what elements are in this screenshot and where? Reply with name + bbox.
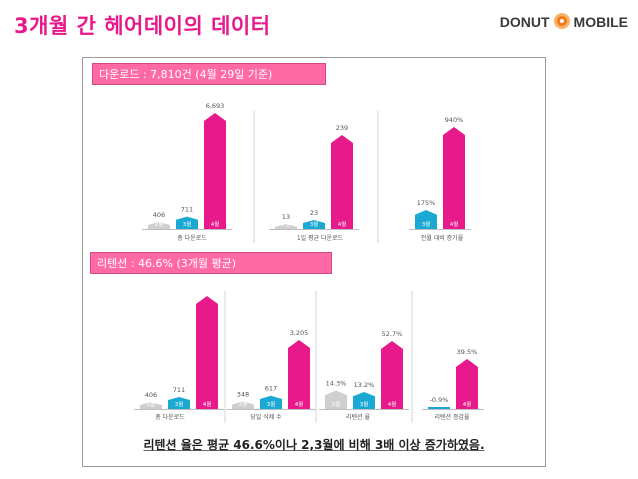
chart-value-label: 406 — [145, 391, 157, 399]
chart-category-label: 2월 — [332, 400, 341, 408]
chart-category-label: 4월 — [338, 220, 347, 228]
chart-category-label: 4월 — [295, 400, 304, 408]
chart-value-label: 175% — [417, 199, 436, 207]
chart-bar — [204, 113, 226, 229]
retention-summary-label: 리텐션 : 46.6% (3개월 평균) — [90, 252, 332, 274]
download-summary-label: 다운로드 : 7,810건 (4월 29일 기준) — [92, 63, 326, 85]
chart-value-label: 6,693 — [206, 102, 225, 110]
chart-bar — [353, 391, 375, 409]
chart-title: 총 다운로드 — [155, 413, 185, 421]
chart-bar — [331, 135, 353, 229]
chart-bar — [443, 127, 465, 229]
chart-value-label: 14.3% — [326, 380, 347, 388]
chart-value-label: 711 — [181, 206, 193, 214]
summary-caption-text: 리텐션 율은 평균 46.6%이나 2,3월에 비해 3배 이상 증가하였음. — [143, 438, 485, 452]
donut-icon — [553, 13, 570, 29]
chart-category-label: 3월 — [360, 400, 369, 408]
chart-title: 전월 대비 증가율 — [421, 234, 464, 242]
chart-value-label: 711 — [173, 386, 185, 394]
slide-title: 3개월 간 헤어데이의 데이터 — [14, 14, 271, 38]
chart-category-label: 2월 — [147, 400, 156, 408]
summary-caption: 리텐션 율은 평균 46.6%이나 2,3월에 비해 3배 이상 증가하였음. — [82, 436, 546, 453]
logo-text-donut: DONUT — [499, 14, 550, 30]
chart-title: 총 다운로드 — [177, 234, 207, 242]
chart-bar — [428, 407, 450, 409]
chart-value-label: 406 — [153, 211, 165, 219]
chart-category-label: 2월 — [155, 220, 164, 228]
chart-category-label: 3월 — [267, 400, 276, 408]
chart-title: 리텐션 율 — [346, 413, 370, 421]
chart-title: 리텐션 증감율 — [434, 413, 470, 421]
chart-bar — [176, 216, 198, 229]
chart-bar — [260, 395, 282, 409]
chart-bar — [232, 401, 254, 409]
chart-value-label: 3,205 — [290, 329, 309, 337]
chart-category-label: 3월 — [183, 220, 192, 228]
chart-category-label: 4월 — [388, 400, 397, 408]
chart-value-label: 940% — [445, 116, 464, 124]
chart-bar — [456, 359, 478, 409]
chart-bar — [415, 210, 437, 229]
chart-bar — [303, 219, 325, 229]
chart-category-label: 4월 — [450, 220, 459, 228]
chart-category-label: 2월 — [239, 400, 248, 408]
chart-bar — [168, 396, 190, 409]
chart-category-label: 4월 — [203, 400, 212, 408]
chart-category-label: 3월 — [175, 400, 184, 408]
chart-category-label: 3월 — [310, 220, 319, 228]
chart-bar — [381, 341, 403, 409]
chart-value-label: 13.2% — [354, 381, 375, 389]
chart-bar — [148, 221, 170, 229]
chart-category-label: 4월 — [463, 400, 472, 408]
logo-text-mobile: MOBILE — [573, 14, 628, 30]
chart-bar — [325, 390, 347, 409]
chart-value-label: 348 — [237, 391, 249, 399]
chart-value-label: 23 — [310, 209, 318, 217]
chart-value-label: 617 — [265, 385, 277, 393]
chart-category-label: 3월 — [435, 400, 444, 408]
chart-category-label: 3월 — [422, 220, 431, 228]
chart-category-label: 2월 — [282, 220, 291, 228]
chart-value-label: 13 — [282, 213, 290, 221]
chart-value-label: 52.7% — [382, 330, 403, 338]
chart-bar — [275, 223, 297, 229]
chart-bar — [288, 340, 310, 409]
chart-title: 당일 삭제 수 — [250, 413, 282, 421]
chart-title: 1일 평균 다운로드 — [297, 234, 344, 242]
chart-value-label: 39.5% — [457, 348, 478, 356]
chart-value-label: 239 — [336, 124, 348, 132]
donut-mobile-logo: DONUT MOBILE — [499, 13, 628, 30]
chart-category-label: 4월 — [211, 220, 220, 228]
chart-bar — [196, 296, 218, 409]
chart-value-label: -0.9% — [430, 396, 449, 404]
chart-bar — [140, 402, 162, 409]
